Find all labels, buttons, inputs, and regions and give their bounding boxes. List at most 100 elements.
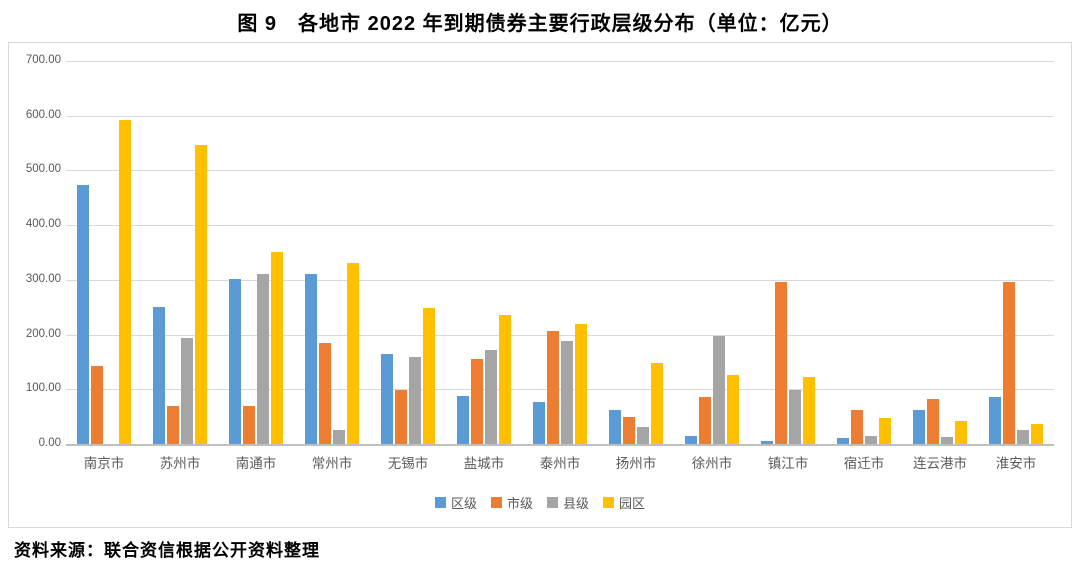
x-axis-label: 淮安市 [995,456,1037,471]
bar-groups [66,61,1054,444]
y-tick-label: 700.00 [25,54,61,66]
bar-区级 [913,409,925,444]
legend-swatch-icon [434,497,446,508]
y-tick-label: 500.00 [25,163,61,176]
x-axis-label: 盐城市 [463,456,505,471]
bar-市级 [91,366,103,444]
gridline [66,170,1054,172]
gridline [66,225,1054,227]
bar-group [826,61,902,444]
bar-区级 [609,410,621,444]
gridline [66,279,1054,281]
bar-园区 [879,417,891,444]
gridline [66,61,1054,62]
bar-group [218,61,294,444]
bar-市级 [1003,281,1015,444]
bar-县级 [561,340,573,444]
bar-市级 [319,343,331,444]
bar-市级 [851,410,863,444]
x-axis-label: 扬州市 [615,456,657,471]
bar-市级 [243,405,255,444]
gridline [66,389,1054,391]
x-axis-label: 宿迁市 [843,456,885,471]
legend-item-市级: 市级 [490,493,533,512]
bar-group [66,61,142,444]
bar-市级 [395,389,407,444]
bar-园区 [499,314,511,444]
bar-县级 [257,273,269,444]
bar-市级 [623,417,635,444]
bar-县级 [713,336,725,444]
bar-园区 [727,375,739,444]
bar-园区 [651,363,663,444]
legend-swatch-icon [490,497,502,508]
bar-区级 [153,306,165,444]
y-tick-label: 100.00 [25,382,61,395]
x-axis-label: 镇江市 [767,456,809,471]
legend-item-区级: 区级 [434,493,477,512]
bar-group [750,61,826,444]
bar-group [294,61,370,444]
bar-区级 [77,185,89,444]
bar-园区 [195,145,207,444]
bar-市级 [927,398,939,444]
legend-item-园区: 园区 [603,493,645,512]
x-axis-label: 连云港市 [913,456,967,471]
bar-县级 [181,337,193,444]
bar-区级 [305,273,317,444]
chart-legend: 区级 市级 县级 园区 [9,493,1071,512]
bar-group [978,61,1054,444]
source-note: 资料来源：联合资信根据公开资料整理 [14,541,320,560]
bar-group [370,61,446,444]
bar-区级 [837,438,849,444]
x-axis-label: 泰州市 [539,456,581,471]
bar-区级 [381,354,393,444]
bar-县级 [409,357,421,444]
bar-区级 [685,435,697,444]
bar-园区 [955,420,967,444]
y-tick-label: 300.00 [25,272,61,285]
gridline [66,334,1054,336]
bar-县级 [941,437,953,444]
bar-县级 [485,349,497,444]
legend-swatch-icon [603,497,615,508]
bar-园区 [119,119,131,444]
x-axis: 南京市 苏州市 南通市 常州市 无锡市 盐城市 泰州市 扬州市 徐州市 镇江市 宿迁市 连云港市 淮安市 [66,452,1054,472]
y-tick-label: 400.00 [25,218,61,231]
bar-园区 [271,252,283,444]
x-axis-label: 常州市 [311,456,353,471]
bar-园区 [347,263,359,444]
bar-区级 [229,279,241,444]
x-axis-label: 徐州市 [691,456,733,471]
x-axis-label: 南通市 [235,456,277,471]
page-title: 图 9 各地市 2022 年到期债券主要行政层级分布（单位：亿元） [237,13,843,35]
gridline [66,115,1054,117]
bar-县级 [865,436,877,444]
bar-县级 [789,389,801,444]
x-axis-label: 南京市 [83,456,125,471]
y-tick-label: 600.00 [25,108,61,121]
bar-区级 [761,440,773,444]
chart-frame: 0.00 100.00 200.00 300.00 400.00 500.00 600.00… [8,42,1072,528]
bar-group [674,61,750,444]
bar-group [446,61,522,444]
bar-市级 [699,396,711,444]
bar-市级 [547,330,559,444]
bar-市级 [167,405,179,444]
legend-label: 区级 [450,496,477,511]
x-axis-label: 苏州市 [159,456,201,471]
bar-group [142,61,218,444]
bar-市级 [775,281,787,444]
bar-区级 [457,395,469,444]
y-tick-label: 0.00 [38,437,61,449]
bar-group [902,61,978,444]
bar-区级 [989,396,1001,444]
bar-县级 [1017,429,1029,444]
bar-市级 [471,358,483,444]
bar-group [522,61,598,444]
bar-group [598,61,674,444]
legend-label: 县级 [563,496,590,511]
legend-label: 园区 [619,496,646,511]
bar-园区 [803,377,815,444]
plot-area [66,61,1054,446]
